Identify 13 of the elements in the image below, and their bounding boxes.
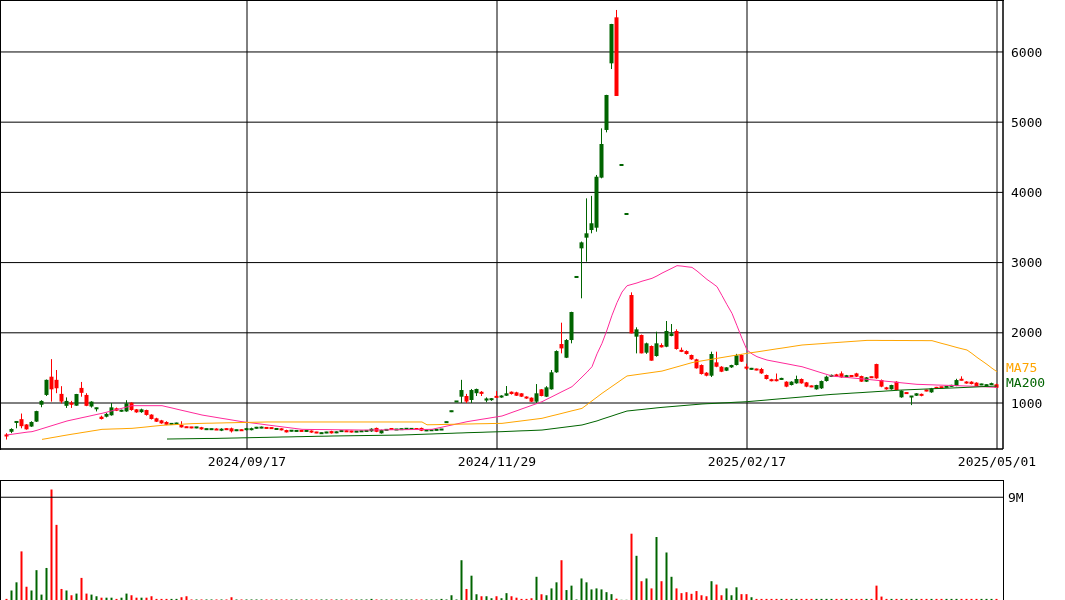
y-tick-label: 2000 — [1011, 325, 1043, 341]
y-tick-label: 3000 — [1011, 255, 1043, 271]
y-tick-label: 6000 — [1011, 44, 1043, 60]
legend-label: MA200 — [1006, 375, 1047, 390]
y-tick-label: 5000 — [1011, 114, 1043, 130]
y-tick-label: 4000 — [1011, 184, 1043, 200]
x-tick-label: 2024/11/29 — [457, 454, 537, 470]
ref-line-label: 9M — [1008, 489, 1024, 505]
series-label: MA75 — [1006, 360, 1039, 375]
x-tick-label: 2024/09/17 — [207, 454, 287, 470]
x-tick-label: 2025/02/17 — [707, 454, 787, 470]
x-tick-label: 2025/05/01 — [957, 454, 1037, 470]
y-tick-label: 1000 — [1011, 395, 1043, 411]
